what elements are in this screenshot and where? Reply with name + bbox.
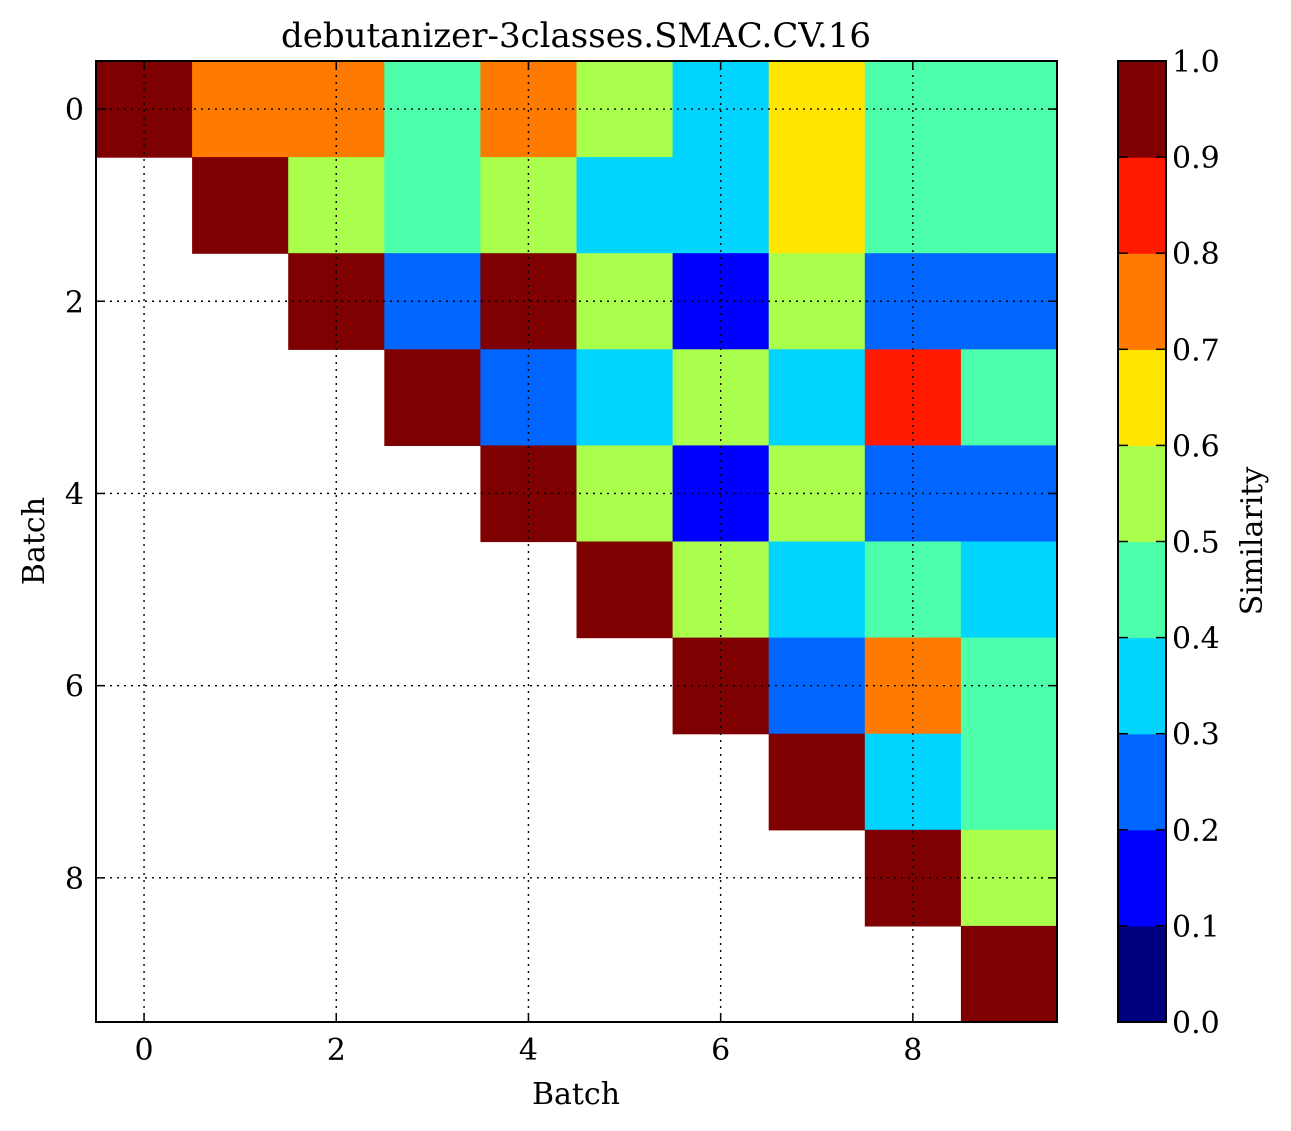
heatmap-cell [864,541,962,639]
colorbar-segment [1118,253,1166,350]
heatmap-cell [576,61,674,158]
colorbar-segment [1118,733,1166,831]
colorbar-tick-label: 0.1 [1172,910,1220,945]
colorbar-segment [1118,349,1166,446]
heatmap-cell [576,157,674,254]
y-tick-label: 6 [65,670,84,705]
x-axis-label: Batch [532,1077,620,1112]
colorbar-segment [1118,925,1166,1023]
colorbar-tick-label: 0.2 [1172,814,1220,849]
heatmap-cell [960,541,1058,639]
heatmap-cell [768,349,866,446]
heatmap-cell [960,349,1058,446]
heatmap-cell [672,541,770,639]
heatmap-cell [768,541,866,639]
colorbar-tick-label: 1.0 [1172,45,1220,80]
colorbar-tick-label: 0.6 [1172,429,1220,464]
colorbar-tick-label: 0.9 [1172,141,1220,176]
y-tick-label: 8 [65,862,84,897]
colorbar-segment [1118,61,1166,158]
y-tick-label: 4 [65,477,84,512]
colorbar-segment [1118,157,1166,254]
heatmap-cell [192,61,289,158]
colorbar-segment [1118,445,1166,543]
colorbar-label: Similarity [1235,467,1270,616]
heatmap-cell [768,733,866,831]
heatmap-cell [96,61,193,158]
heatmap-cell [960,829,1058,927]
colorbar: 0.0 0.1 0.2 0.3 0.4 0.5 0.6 0.7 0.8 0.9 1.0 [1117,45,1220,1041]
chart-title: debutanizer-3classes.SMAC.CV.16 [281,16,871,56]
y-axis-ticks: 0 2 4 6 8 [65,93,1057,897]
heatmap-cell [960,445,1058,543]
x-tick-label: 2 [327,1033,346,1068]
heatmap-cell [576,349,674,446]
heatmap-cell [576,445,674,543]
colorbar-segment [1118,829,1166,927]
heatmap-cell [864,445,962,543]
heatmap-cell [192,157,289,254]
heatmap-cell [960,925,1058,1023]
y-tick-label: 0 [65,93,84,128]
y-tick-label: 2 [65,285,84,320]
colorbar-tick-label: 0.4 [1172,622,1220,657]
heatmap-cell [576,541,674,639]
heatmap-cell [864,829,962,927]
heatmap-cell [288,253,385,350]
x-tick-label: 6 [711,1033,730,1068]
heatmap-cell [960,733,1058,831]
heatmap-cell [384,349,481,446]
plot-frame [95,60,1058,1023]
heatmap-cell [960,253,1058,350]
heatmap-cell [864,157,962,254]
heatmap-cells [96,61,1058,1023]
heatmap-cell [672,157,770,254]
colorbar-tick-label: 0.0 [1172,1006,1220,1041]
colorbar-tick-label: 0.5 [1172,526,1220,561]
x-axis-ticks: 0 2 4 6 8 [135,61,922,1068]
heatmap-cell [288,61,385,158]
heatmap-cell [480,445,578,543]
heatmap-cell [384,157,481,254]
x-tick-label: 0 [135,1033,154,1068]
colorbar-tick-label: 0.3 [1172,718,1220,753]
colorbar-segment [1118,541,1166,639]
colorbar-tick-label: 0.8 [1172,237,1220,272]
heatmap-cell [960,157,1058,254]
heatmap-cell [960,637,1058,735]
heatmap-cell [480,157,578,254]
colorbar-segment [1118,637,1166,735]
x-tick-label: 8 [903,1033,922,1068]
colorbar-tick-label: 0.7 [1172,333,1220,368]
x-tick-label: 4 [519,1033,538,1068]
heatmap-cell [960,61,1058,158]
heatmap-cell [768,157,866,254]
heatmap-cell [288,157,385,254]
heatmap-cell [576,253,674,350]
y-axis-label: Batch [17,497,52,585]
